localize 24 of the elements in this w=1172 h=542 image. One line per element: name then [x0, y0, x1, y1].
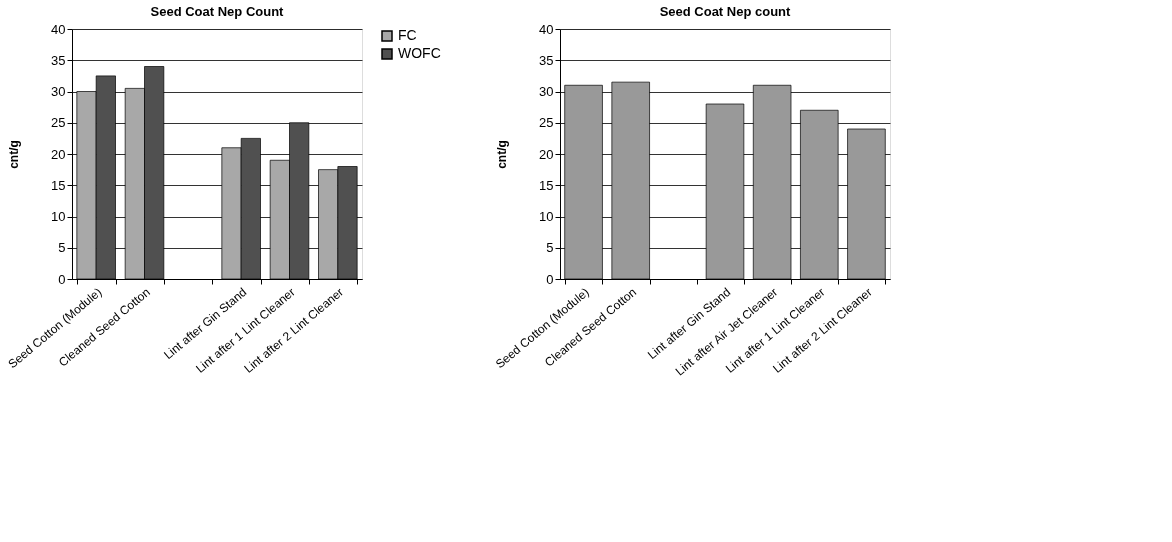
- y-tick-label: 30: [539, 84, 554, 99]
- y-tick-label: 35: [539, 52, 554, 68]
- y-tick-label: 5: [546, 240, 554, 256]
- y-tick-label: 15: [51, 177, 66, 193]
- y-tick-label: 15: [539, 177, 554, 193]
- y-axis-title: cnt/g: [7, 140, 22, 169]
- y-tick-label: 0: [58, 271, 66, 287]
- legend-label: FC: [398, 27, 417, 43]
- chart-title: Seed Coat Nep count: [659, 4, 792, 19]
- y-tick-label: 5: [58, 240, 66, 256]
- legend-label: WOFC: [398, 45, 441, 61]
- y-tick-label: 40: [51, 21, 66, 37]
- y-tick-label: 20: [539, 146, 554, 162]
- y-tick-label: 25: [539, 115, 554, 131]
- y-tick-label: 20: [51, 146, 66, 162]
- y-tick-label: 25: [51, 115, 66, 131]
- y-tick-label: 40: [539, 21, 554, 37]
- y-tick-label: 35: [51, 52, 66, 68]
- y-axis-title: cnt/g: [495, 140, 510, 169]
- y-tick-label: 10: [51, 209, 66, 224]
- y-tick-label: 0: [546, 271, 554, 287]
- y-tick-label: 30: [51, 84, 66, 99]
- y-tick-label: 10: [539, 209, 554, 224]
- chart-title: Seed Coat Nep Count: [150, 4, 285, 19]
